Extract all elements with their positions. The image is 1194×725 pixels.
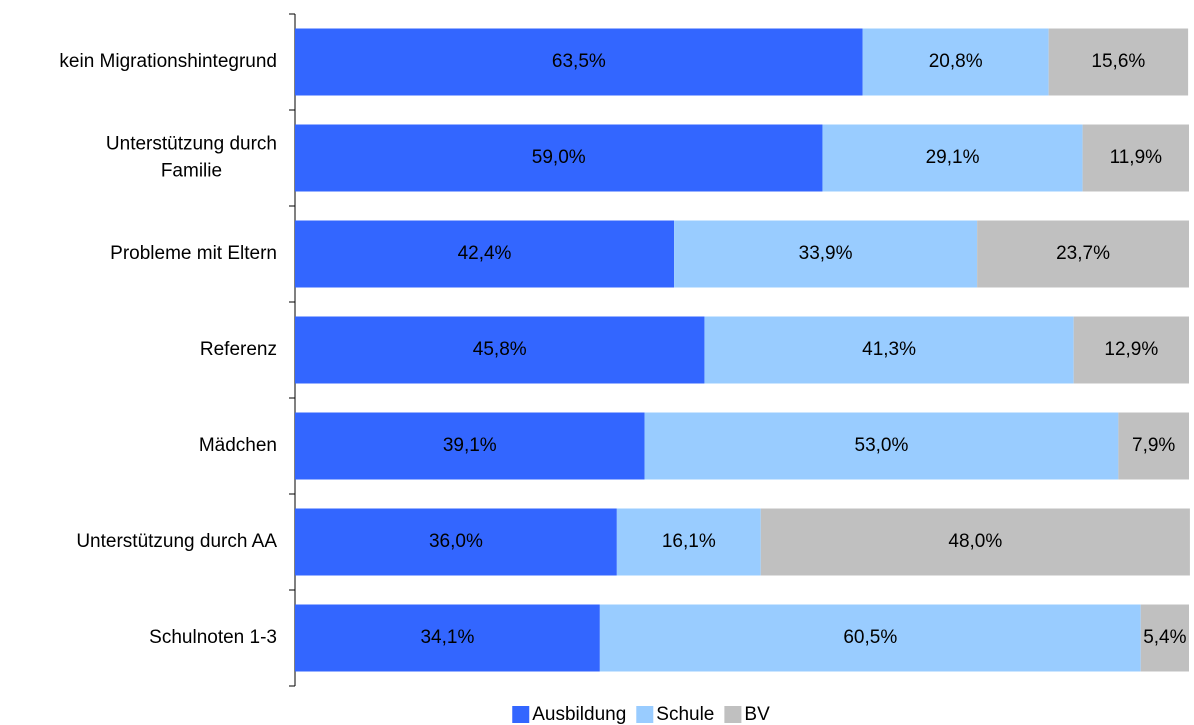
value-label: 33,9% — [799, 243, 853, 264]
value-label: 36,0% — [429, 531, 483, 552]
value-label: 48,0% — [948, 531, 1002, 552]
legend-swatch — [512, 706, 530, 723]
bar-segment — [862, 28, 1049, 96]
legend-label: Schule — [656, 704, 714, 725]
bar-segment — [616, 508, 761, 576]
legend-swatch — [636, 706, 654, 723]
legend: Ausbildung Schule BV — [512, 704, 770, 725]
bar-segment — [822, 124, 1083, 192]
bar-segment — [295, 124, 823, 192]
category-label-line: Familie — [161, 161, 222, 182]
category-label-line: Unterstützung durch — [106, 134, 277, 155]
category-label: Schulnoten 1-3 — [149, 627, 277, 648]
category-label: Referenz — [200, 339, 277, 360]
value-label: 42,4% — [458, 243, 512, 264]
legend-label: Ausbildung — [532, 704, 626, 725]
value-label: 53,0% — [855, 435, 909, 456]
value-label: 41,3% — [862, 339, 916, 360]
legend-swatch — [724, 706, 742, 723]
bar-segment — [295, 508, 617, 576]
value-label: 63,5% — [552, 51, 606, 72]
value-label: 15,6% — [1091, 51, 1145, 72]
value-label: 29,1% — [926, 147, 980, 168]
bar-segment — [760, 508, 1190, 576]
bar-segment — [704, 316, 1074, 384]
value-label: 12,9% — [1104, 339, 1158, 360]
value-label: 39,1% — [443, 435, 497, 456]
bar-segment — [1118, 412, 1189, 480]
category-label: Unterstützung durch AA — [76, 531, 277, 552]
bar-segment — [599, 604, 1141, 672]
value-label: 7,9% — [1132, 435, 1175, 456]
category-label: Probleme mit Eltern — [110, 243, 277, 264]
value-label: 45,8% — [473, 339, 527, 360]
value-label: 60,5% — [843, 627, 897, 648]
bar-segment — [1073, 316, 1189, 384]
bar-segment — [1048, 28, 1189, 96]
category-label: Unterstützung durch Familie — [106, 134, 277, 182]
value-label: 5,4% — [1143, 627, 1186, 648]
bar-segment — [295, 316, 705, 384]
category-label: kein Migrationshintegrund — [59, 51, 277, 72]
value-label: 11,9% — [1110, 147, 1163, 168]
bar-segment — [674, 220, 978, 288]
value-label: 16,1% — [662, 531, 716, 552]
value-label: 34,1% — [420, 627, 474, 648]
value-label: 20,8% — [929, 51, 983, 72]
bar-segment — [295, 28, 863, 96]
category-label: Mädchen — [199, 435, 277, 456]
legend-label: BV — [744, 704, 770, 725]
bar-segment — [295, 604, 600, 672]
bar-segment — [295, 412, 645, 480]
value-label: 59,0% — [532, 147, 586, 168]
bar-segment — [1140, 604, 1189, 672]
value-label: 23,7% — [1056, 243, 1110, 264]
bar-segment — [295, 220, 675, 288]
bar-segment — [1082, 124, 1189, 192]
bar-segment — [644, 412, 1119, 480]
bar-segment — [977, 220, 1189, 288]
